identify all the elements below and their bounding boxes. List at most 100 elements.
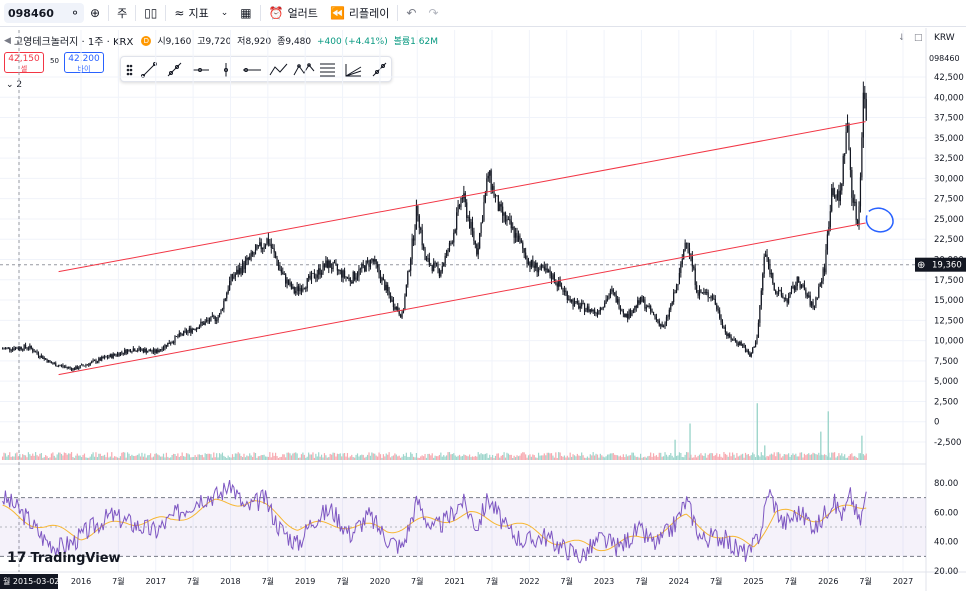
candle-body: [746, 350, 748, 352]
volume-bar: [197, 454, 199, 460]
brush-tool-icon[interactable]: [372, 62, 387, 77]
volume-bar: [716, 453, 718, 460]
candle-body: [662, 326, 665, 328]
volume-bar: [352, 457, 354, 460]
candle-body: [644, 299, 646, 309]
candle-body: [410, 258, 412, 271]
scroll-down-button[interactable]: ↓: [898, 33, 906, 43]
sell-button[interactable]: 42,150 셀: [4, 52, 44, 73]
volume-bar: [70, 452, 73, 460]
volume-bar: [181, 452, 183, 460]
candle-body: [477, 248, 479, 255]
candle-body: [124, 349, 126, 354]
candle-body: [343, 270, 346, 277]
candle-body: [144, 348, 146, 353]
symbol-search[interactable]: 098460 ⚬: [4, 3, 84, 23]
indicators-collapse-button[interactable]: ⌄ 2: [6, 80, 22, 90]
volume-bar: [517, 456, 520, 460]
volume-bar: [33, 455, 35, 460]
ray-tool-icon[interactable]: [167, 62, 182, 77]
replay-button[interactable]: ⏪ 리플레이: [324, 0, 395, 27]
layout-button[interactable]: ▦: [234, 0, 257, 27]
candle-body: [30, 345, 32, 349]
candle-body: [779, 290, 781, 292]
indicators-button[interactable]: ≈ 지표: [168, 0, 214, 27]
price-tick-label: 0: [934, 418, 939, 428]
volume-bar: [591, 455, 593, 460]
candle-body: [342, 270, 344, 278]
volume-bar: [69, 453, 71, 460]
volume-bar: [757, 455, 760, 460]
candle-body: [358, 269, 360, 277]
candle-body: [727, 334, 729, 337]
candle-body: [138, 347, 140, 351]
volume-bar: [507, 453, 509, 460]
volume-bar: [675, 455, 678, 460]
candle-body: [560, 286, 563, 289]
volume-bar: [249, 453, 251, 460]
volume-bar: [93, 456, 96, 460]
volume-bar: [425, 457, 428, 460]
candles-icon: ▯▯: [144, 6, 158, 20]
volume-bar: [546, 452, 548, 460]
volume-bar: [440, 452, 442, 460]
maximize-button[interactable]: □: [914, 33, 923, 43]
candle-body: [272, 247, 274, 249]
fib-retracement-tool-icon[interactable]: [320, 63, 335, 77]
horizontal-line-tool-icon[interactable]: [243, 68, 261, 72]
candle-body: [598, 311, 600, 315]
candle-body: [819, 283, 821, 287]
candle-body: [535, 262, 537, 268]
chart-type-button[interactable]: ▯▯: [138, 0, 163, 27]
candle-body: [254, 249, 257, 255]
compare-add-button[interactable]: ⊕: [84, 0, 106, 27]
volume-bar: [412, 456, 415, 460]
volume-spike: [827, 411, 829, 460]
redo-button[interactable]: ↷: [422, 0, 444, 27]
candle-body: [658, 320, 660, 326]
volume-bar: [750, 455, 752, 460]
horizontal-ray-tool-icon[interactable]: [193, 68, 209, 72]
volume-bar: [658, 452, 660, 460]
collapse-arrow-icon[interactable]: ◀: [4, 35, 11, 46]
interval-button[interactable]: 주: [111, 0, 133, 27]
candle-body: [604, 303, 606, 308]
volume-bar: [852, 456, 854, 460]
candle-body: [461, 198, 464, 200]
candle-body: [76, 366, 78, 369]
candle-body: [356, 276, 359, 278]
volume-bar: [464, 455, 466, 460]
buy-button[interactable]: 42,200 바이: [64, 52, 104, 73]
path-tool-icon[interactable]: [269, 63, 288, 76]
candle-body: [162, 348, 165, 351]
fib-fan-tool-icon[interactable]: [345, 64, 362, 77]
candle-body: [267, 238, 270, 244]
candle-body: [675, 285, 678, 293]
volume-bar: [460, 456, 462, 460]
indicators-dropdown[interactable]: ⌄: [215, 0, 235, 27]
series-name[interactable]: 고영테크놀러지 · 1주 · KRX: [13, 37, 134, 48]
currency-label[interactable]: KRW: [934, 33, 955, 43]
candle-body: [296, 286, 298, 291]
candle-body: [713, 298, 715, 300]
candle-body: [47, 360, 50, 363]
volume-bar: [198, 454, 201, 460]
drag-handle-icon[interactable]: [126, 64, 133, 76]
alert-button[interactable]: ⏰ 얼러트: [263, 0, 324, 27]
volume-bar: [500, 455, 502, 460]
volume-bar: [693, 457, 695, 460]
candle-body: [310, 273, 313, 280]
vertical-line-tool-icon[interactable]: [224, 63, 228, 77]
volume-bar: [698, 454, 701, 460]
volume-bar: [312, 452, 314, 460]
candle-body: [615, 294, 617, 303]
candle-body: [502, 206, 504, 216]
candle-body: [103, 356, 106, 359]
volume-bar: [10, 456, 12, 460]
volume-bar: [253, 452, 255, 460]
candle-body: [838, 191, 840, 202]
trend-line-tool-icon[interactable]: [141, 62, 157, 78]
undo-button[interactable]: ↶: [400, 0, 422, 27]
xabcd-pattern-tool-icon[interactable]: [293, 63, 315, 76]
candle-body: [306, 278, 308, 289]
